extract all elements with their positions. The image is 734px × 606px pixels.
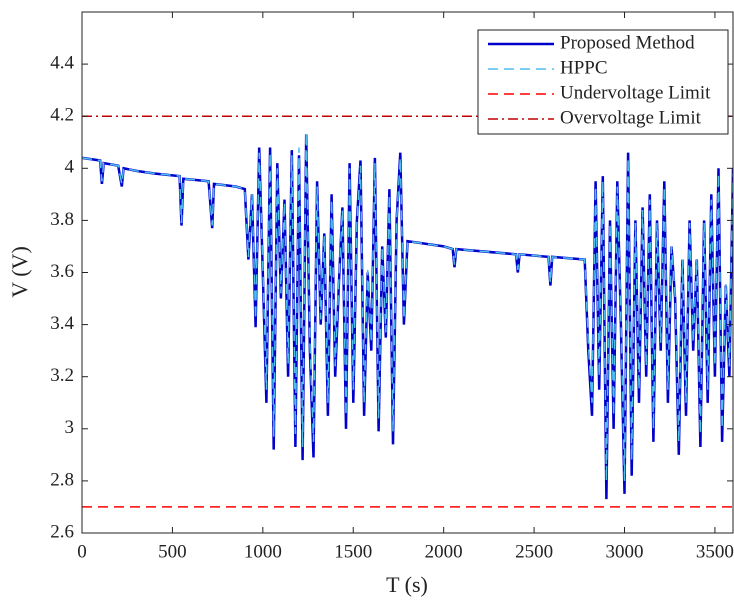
y-tick-label: 4 bbox=[65, 157, 75, 178]
x-tick-label: 0 bbox=[77, 541, 87, 562]
y-tick-label: 3.4 bbox=[50, 313, 74, 334]
y-tick-label: 3.8 bbox=[50, 209, 74, 230]
y-tick-label: 4.2 bbox=[50, 105, 74, 126]
y-axis-label: V (V) bbox=[7, 246, 32, 298]
legend-label: Proposed Method bbox=[560, 32, 695, 53]
y-tick-label: 3.2 bbox=[50, 365, 74, 386]
y-tick-label: 2.6 bbox=[50, 521, 74, 542]
series-line bbox=[82, 131, 733, 481]
legend-label: Undervoltage Limit bbox=[560, 82, 711, 103]
legend-box bbox=[477, 29, 729, 135]
x-tick-label: 1500 bbox=[334, 541, 372, 562]
legend-label: HPPC bbox=[560, 57, 608, 78]
x-tick-label: 3000 bbox=[606, 541, 644, 562]
y-tick-label: 4.4 bbox=[50, 52, 74, 73]
x-tick-label: 500 bbox=[158, 541, 187, 562]
x-tick-label: 2500 bbox=[515, 541, 553, 562]
x-tick-label: 3500 bbox=[696, 541, 734, 562]
legend-label: Overvoltage Limit bbox=[560, 107, 702, 128]
y-tick-label: 3 bbox=[65, 417, 75, 438]
y-tick-label: 3.6 bbox=[50, 261, 74, 282]
legend: Proposed Method HPPC Undervoltage Limit Ove… bbox=[477, 29, 729, 135]
y-tick-label: 2.8 bbox=[50, 469, 74, 490]
x-tick-label: 1000 bbox=[244, 541, 282, 562]
x-tick-label: 2000 bbox=[425, 541, 463, 562]
x-axis-label: T (s) bbox=[386, 572, 428, 597]
